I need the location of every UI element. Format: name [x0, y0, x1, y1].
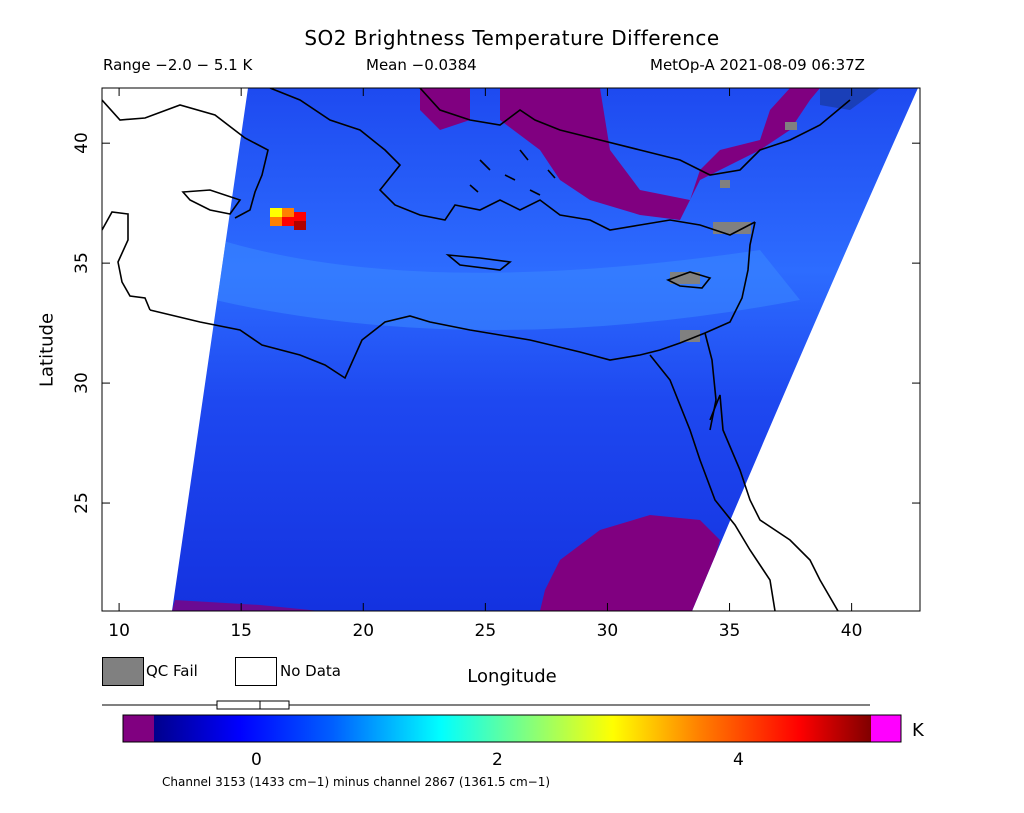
- y-tick-label: 40: [72, 132, 92, 154]
- x-axis-label: Longitude: [467, 666, 557, 687]
- y-axis-label: Latitude: [36, 312, 58, 388]
- colorbar-tick-label: 0: [251, 750, 262, 770]
- coastline-crete: [445, 253, 512, 271]
- chart-title: SO2 Brightness Temperature Difference: [304, 26, 720, 50]
- no-data-swatch: [235, 657, 277, 686]
- no-data-label: No Data: [280, 662, 341, 680]
- coastline-sicily: [181, 189, 242, 215]
- qc-fail-label: QC Fail: [146, 662, 198, 680]
- colorbar-underflow: [123, 715, 154, 742]
- hotspot-pixel: [282, 217, 294, 226]
- coastline-red-sea-east: [709, 394, 839, 611]
- qc-fail-pixel: [720, 180, 730, 188]
- coastlines: [102, 88, 851, 611]
- coastline-italy: [102, 99, 269, 219]
- coastline-greece: [269, 88, 756, 236]
- channel-note: Channel 3153 (1433 cm−1) minus channel 2…: [162, 775, 551, 789]
- hotspot-pixel: [282, 208, 294, 217]
- hotspot-pixel: [294, 221, 306, 230]
- x-tick-marks: [118, 88, 853, 611]
- x-tick-label: 25: [474, 621, 497, 641]
- x-tick-label: 30: [596, 621, 619, 641]
- colorbar-overflow: [871, 715, 901, 742]
- qc-fail-pixel: [670, 272, 700, 284]
- colorbar-gradient: [154, 715, 871, 742]
- range-label: Range −2.0 − 5.1 K: [103, 56, 253, 74]
- y-tick-label: 25: [72, 492, 92, 514]
- hotspot-pixel: [294, 212, 306, 221]
- hotspot-pixel: [270, 208, 282, 217]
- coastline-cyprus: [665, 271, 712, 289]
- coastline-gulf-aqaba: [704, 332, 717, 431]
- colorbar-tick-label: 4: [733, 750, 744, 770]
- coastline-libya-egypt: [149, 221, 756, 380]
- swath-light-band: [215, 240, 800, 330]
- colorbar-frame: [122, 714, 902, 743]
- coastline-turkey: [419, 88, 851, 176]
- low-region-north: [500, 88, 820, 220]
- y-tick-label: 35: [72, 252, 92, 274]
- qc-fail-pixel: [785, 122, 797, 130]
- coastline-red-sea-west: [649, 354, 776, 611]
- y-tick-marks: [102, 142, 920, 504]
- low-region-northwest: [420, 88, 470, 130]
- x-tick-label: 35: [718, 621, 741, 641]
- hotspot-pixel: [270, 217, 282, 226]
- y-tick-label: 30: [72, 372, 92, 394]
- mean-label: Mean −0.0384: [366, 56, 477, 74]
- qc-fail-swatch: [102, 657, 144, 686]
- qc-fail-pixel: [680, 330, 700, 342]
- colorbar-units: K: [912, 720, 924, 741]
- x-tick-label: 20: [352, 621, 375, 641]
- low-region-northeast: [820, 88, 880, 110]
- plot-frame: [101, 87, 921, 612]
- coastline-tunisia: [102, 211, 151, 311]
- swath-layer: [102, 88, 918, 611]
- x-tick-label: 15: [230, 621, 252, 641]
- coastline-aegean-islands: [469, 149, 556, 196]
- colorbar-tick-label: 2: [492, 750, 503, 770]
- qc-fail-pixel: [713, 222, 751, 234]
- swath-field: [172, 88, 918, 611]
- colorbar-box-plot: [216, 700, 290, 710]
- x-tick-label: 40: [840, 621, 863, 641]
- satellite-time-label: MetOp-A 2021-08-09 06:37Z: [650, 56, 865, 74]
- low-region-southwest: [172, 600, 320, 611]
- x-tick-label: 10: [108, 621, 130, 641]
- low-region-south: [540, 515, 720, 611]
